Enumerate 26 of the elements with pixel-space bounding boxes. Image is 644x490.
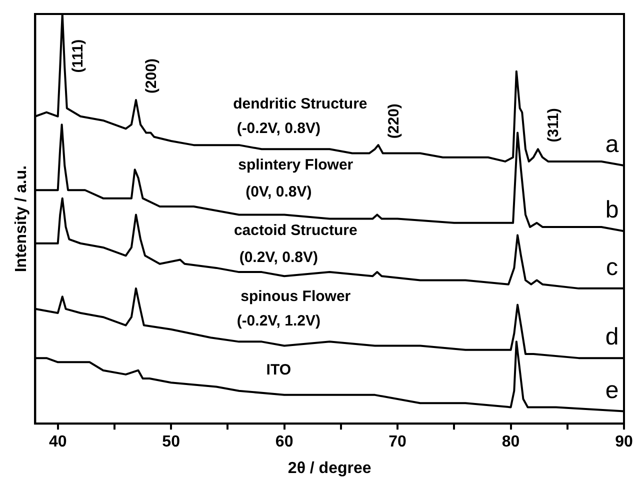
x-axis-title: 2θ / degree — [288, 460, 372, 477]
annotation: (0V, 0.8V) — [246, 183, 312, 200]
annotation: (220) — [385, 104, 402, 139]
x-tick-label: 40 — [48, 434, 67, 451]
y-axis-title: Intensity / a.u. — [13, 165, 30, 272]
annotation: (111) — [70, 39, 87, 73]
annotation: (0.2V, 0.8V) — [239, 248, 318, 266]
annotation: splintery Flower — [238, 156, 354, 174]
series-label: d — [605, 324, 619, 351]
annotation: spinous Flower — [240, 288, 351, 305]
x-tick-label: 70 — [388, 434, 407, 451]
annotation: ITO — [266, 361, 292, 378]
annotation: dendritic Structure — [233, 95, 368, 112]
annotation: (200) — [143, 58, 160, 94]
series-label: b — [605, 196, 619, 224]
annotation: (-0.2V, 0.8V) — [236, 120, 320, 137]
series-label: c — [606, 254, 618, 282]
x-tick-label: 50 — [162, 434, 180, 451]
series-label: a — [605, 131, 620, 158]
x-tick-label: 80 — [502, 434, 520, 451]
x-tick-label: 90 — [615, 434, 633, 451]
annotation: (-0.2V, 1.2V) — [236, 312, 320, 330]
x-tick-label: 60 — [275, 434, 294, 451]
annotation: (311) — [545, 108, 562, 142]
series-label: e — [605, 376, 619, 404]
annotation: cactoid Structure — [234, 222, 358, 240]
